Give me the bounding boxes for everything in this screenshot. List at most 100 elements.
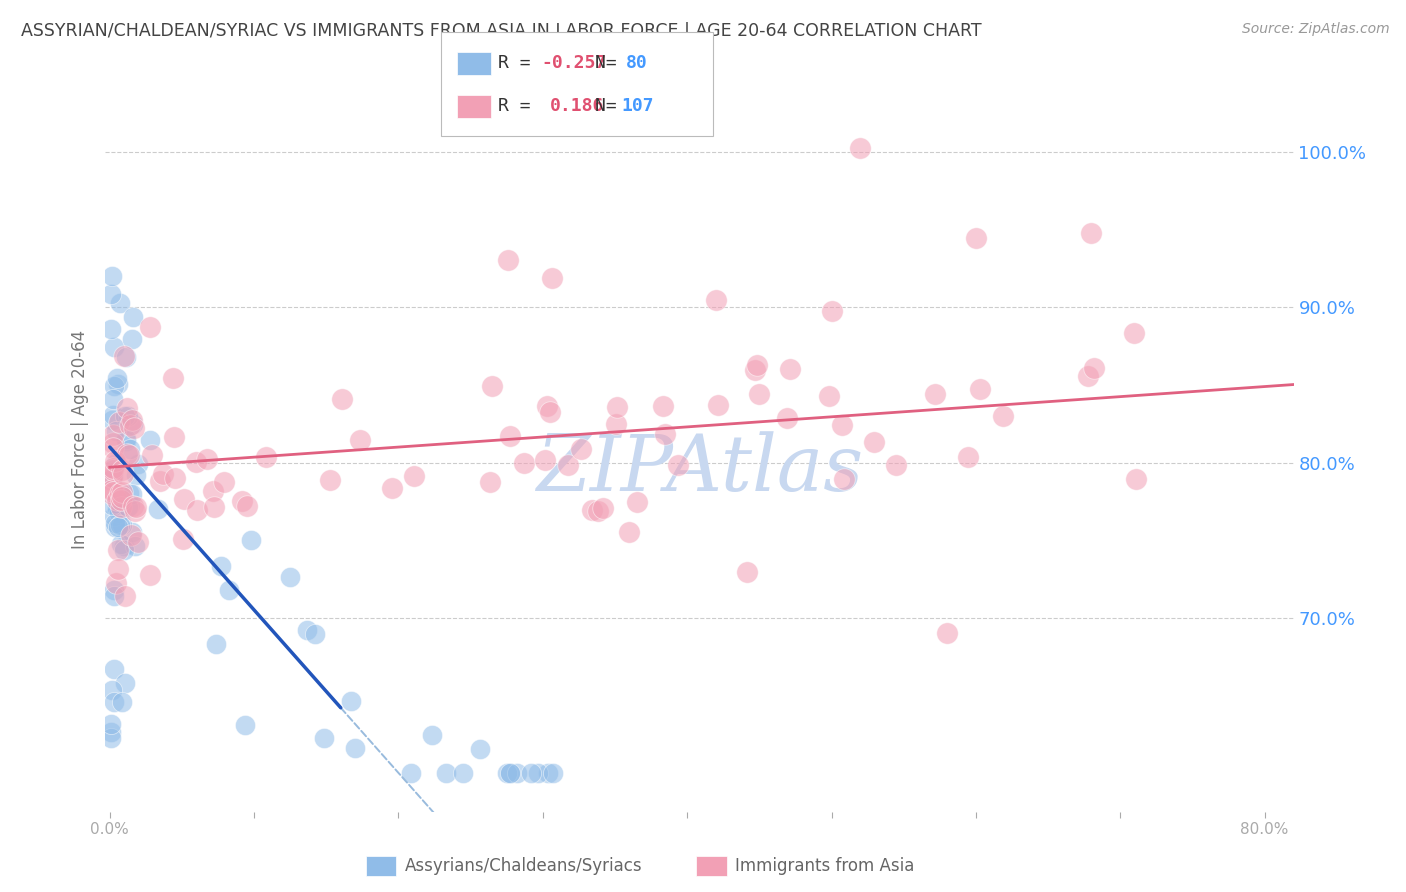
Point xyxy=(707,398,730,412)
Point xyxy=(101,483,124,497)
Point xyxy=(111,490,134,504)
Point xyxy=(527,766,550,780)
Point xyxy=(108,506,131,520)
Point xyxy=(121,332,143,346)
Point xyxy=(138,568,160,582)
Point xyxy=(240,533,263,548)
Point xyxy=(606,401,628,415)
Point xyxy=(965,230,987,244)
Point xyxy=(115,351,138,365)
Point xyxy=(626,495,648,509)
Point xyxy=(211,559,233,574)
Point xyxy=(162,371,184,385)
Point xyxy=(304,627,326,641)
Point xyxy=(121,524,143,539)
Point xyxy=(195,452,218,467)
Point xyxy=(541,766,564,780)
Point xyxy=(101,441,124,455)
Point xyxy=(152,467,174,481)
Point xyxy=(141,449,163,463)
Text: 107: 107 xyxy=(621,97,654,115)
Point xyxy=(581,503,603,517)
Point xyxy=(420,728,443,742)
Point xyxy=(127,457,149,471)
Point xyxy=(110,500,132,515)
Point xyxy=(569,442,592,456)
Point xyxy=(117,409,139,423)
Point xyxy=(605,417,627,431)
Point xyxy=(775,410,797,425)
Point xyxy=(120,498,142,512)
Point xyxy=(121,499,143,513)
Point xyxy=(235,499,257,513)
Point xyxy=(111,484,134,499)
Text: N=: N= xyxy=(595,97,627,115)
Point xyxy=(103,340,125,354)
Point xyxy=(434,766,457,780)
Point xyxy=(534,453,557,467)
Point xyxy=(111,695,134,709)
Point xyxy=(619,524,641,539)
Point xyxy=(202,500,225,514)
Point xyxy=(834,472,856,486)
Point xyxy=(499,766,522,780)
Point xyxy=(297,623,319,637)
Point xyxy=(101,683,124,698)
Point xyxy=(127,534,149,549)
Point xyxy=(114,676,136,690)
Point xyxy=(218,582,240,597)
Point xyxy=(107,542,129,557)
Point xyxy=(186,503,208,517)
Point xyxy=(165,470,187,484)
Point xyxy=(704,293,727,307)
Point xyxy=(349,434,371,448)
Point xyxy=(747,359,769,373)
Point xyxy=(121,417,143,431)
Point xyxy=(863,435,886,450)
Point xyxy=(118,418,141,433)
Text: Source: ZipAtlas.com: Source: ZipAtlas.com xyxy=(1241,22,1389,37)
Point xyxy=(122,310,145,325)
Point xyxy=(103,509,125,524)
Point xyxy=(146,501,169,516)
Point xyxy=(100,731,122,746)
Point xyxy=(101,485,124,500)
Point xyxy=(101,408,124,422)
Point xyxy=(117,500,139,514)
Point xyxy=(104,575,127,590)
Point xyxy=(1077,369,1099,384)
Point xyxy=(173,492,195,507)
Point xyxy=(112,539,135,553)
Point xyxy=(101,470,124,484)
Point xyxy=(513,456,536,470)
Point xyxy=(101,436,124,450)
Text: 0.186: 0.186 xyxy=(550,97,605,115)
Point xyxy=(820,303,842,318)
Point xyxy=(105,492,128,507)
Point xyxy=(103,392,125,406)
Point xyxy=(499,766,522,780)
Text: ASSYRIAN/CHALDEAN/SYRIAC VS IMMIGRANTS FROM ASIA IN LABOR FORCE | AGE 20-64 CORR: ASSYRIAN/CHALDEAN/SYRIAC VS IMMIGRANTS F… xyxy=(21,22,981,40)
Point xyxy=(101,462,124,476)
Point xyxy=(330,392,353,406)
Point xyxy=(118,486,141,500)
Point xyxy=(205,637,228,651)
Point xyxy=(936,626,959,640)
Point xyxy=(1083,361,1105,376)
Point xyxy=(103,662,125,676)
Point xyxy=(254,450,277,464)
Point xyxy=(496,766,519,780)
Point xyxy=(499,428,522,442)
Text: 80: 80 xyxy=(626,54,647,72)
Text: -0.257: -0.257 xyxy=(541,54,606,72)
Point xyxy=(451,766,474,780)
Point xyxy=(101,487,124,501)
Point xyxy=(744,363,766,377)
Point xyxy=(104,453,127,467)
Point xyxy=(111,517,134,532)
Point xyxy=(149,475,172,489)
Point xyxy=(108,416,131,430)
Point xyxy=(886,458,908,472)
Point xyxy=(538,405,561,419)
Point xyxy=(100,287,122,301)
